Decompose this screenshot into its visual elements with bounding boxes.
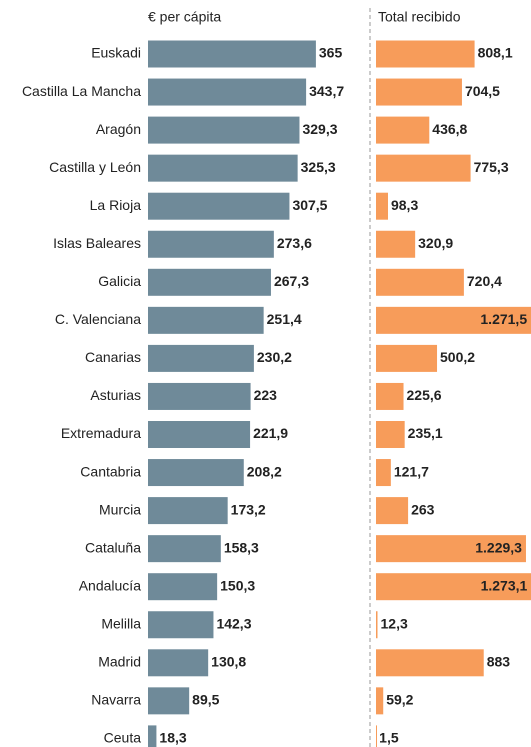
bar bbox=[376, 382, 404, 410]
bar bbox=[376, 687, 384, 715]
value-label: 307,5 bbox=[292, 197, 327, 213]
bar bbox=[376, 725, 377, 747]
bar bbox=[376, 154, 471, 182]
category-label: Euskadi bbox=[91, 45, 141, 61]
bar bbox=[148, 459, 244, 487]
value-label: 150,3 bbox=[220, 577, 255, 593]
bar bbox=[148, 154, 298, 182]
value-label: 325,3 bbox=[301, 159, 336, 175]
bar bbox=[376, 306, 531, 334]
category-label: Aragón bbox=[96, 121, 141, 137]
value-label: 1.229,3 bbox=[475, 539, 522, 555]
value-label: 883 bbox=[487, 654, 511, 670]
category-label: Ceuta bbox=[104, 730, 142, 746]
value-label: 273,6 bbox=[277, 235, 312, 251]
value-label: 121,7 bbox=[394, 463, 429, 479]
value-label: 1,5 bbox=[379, 730, 399, 746]
bar bbox=[148, 306, 264, 334]
bar bbox=[148, 40, 316, 68]
value-label: 704,5 bbox=[465, 83, 500, 99]
category-label: Murcia bbox=[99, 501, 141, 517]
value-label: 89,5 bbox=[192, 692, 219, 708]
bar bbox=[148, 421, 251, 448]
category-label: Cantabria bbox=[80, 463, 141, 479]
category-label: Castilla y León bbox=[49, 159, 141, 175]
bar bbox=[376, 40, 475, 68]
value-label: 98,3 bbox=[391, 197, 418, 213]
bar bbox=[148, 116, 300, 144]
value-label: 320,9 bbox=[418, 235, 453, 251]
bar bbox=[376, 535, 526, 563]
bar bbox=[376, 78, 462, 106]
value-label: 221,9 bbox=[253, 425, 288, 441]
series-header: Total recibido bbox=[378, 9, 461, 25]
value-label: 130,8 bbox=[211, 654, 246, 670]
value-label: 251,4 bbox=[267, 311, 302, 327]
value-label: 329,3 bbox=[302, 121, 337, 137]
bar bbox=[376, 459, 391, 487]
category-label: Islas Baleares bbox=[53, 235, 141, 251]
category-label: Galicia bbox=[98, 273, 141, 289]
value-label: 12,3 bbox=[381, 615, 408, 631]
bar bbox=[376, 268, 464, 296]
value-label: 230,2 bbox=[257, 349, 292, 365]
category-label: Melilla bbox=[101, 615, 141, 631]
bar bbox=[148, 725, 157, 747]
category-label: Cataluña bbox=[85, 539, 141, 555]
bar bbox=[148, 344, 254, 372]
value-label: 720,4 bbox=[467, 273, 502, 289]
category-label: Asturias bbox=[90, 387, 141, 403]
value-label: 436,8 bbox=[432, 121, 467, 137]
bar bbox=[376, 230, 416, 258]
bar bbox=[376, 573, 531, 601]
value-label: 267,3 bbox=[274, 273, 309, 289]
series-header: € per cápita bbox=[148, 9, 221, 25]
bar bbox=[148, 535, 221, 563]
category-label: Canarias bbox=[85, 349, 141, 365]
value-label: 225,6 bbox=[407, 387, 442, 403]
category-label: Castilla La Mancha bbox=[22, 83, 141, 99]
category-label: Madrid bbox=[98, 654, 141, 670]
value-label: 263 bbox=[411, 501, 435, 517]
bar bbox=[148, 78, 307, 106]
value-label: 808,1 bbox=[478, 45, 513, 61]
value-label: 365 bbox=[319, 45, 343, 61]
value-label: 1.273,1 bbox=[481, 577, 528, 593]
value-label: 1.271,5 bbox=[480, 311, 527, 327]
bar bbox=[148, 687, 190, 715]
bar bbox=[376, 649, 484, 677]
bar bbox=[148, 230, 274, 258]
category-label: C. Valenciana bbox=[55, 311, 141, 327]
bar bbox=[148, 382, 251, 410]
bar bbox=[148, 497, 228, 525]
bar bbox=[376, 421, 405, 448]
value-label: 235,1 bbox=[408, 425, 443, 441]
value-label: 343,7 bbox=[309, 83, 344, 99]
category-label: Andalucía bbox=[79, 577, 141, 593]
category-label: Extremadura bbox=[61, 425, 141, 441]
category-label: Navarra bbox=[91, 692, 141, 708]
value-label: 18,3 bbox=[159, 730, 186, 746]
bar bbox=[148, 611, 214, 639]
bar bbox=[376, 344, 438, 372]
value-label: 158,3 bbox=[224, 539, 259, 555]
value-label: 208,2 bbox=[247, 463, 282, 479]
bar bbox=[148, 649, 209, 677]
bar bbox=[148, 268, 271, 296]
bar bbox=[148, 192, 290, 220]
bar bbox=[376, 192, 388, 220]
bar bbox=[376, 116, 430, 144]
value-label: 173,2 bbox=[231, 501, 266, 517]
value-label: 59,2 bbox=[386, 692, 413, 708]
value-label: 223 bbox=[254, 387, 278, 403]
value-label: 500,2 bbox=[440, 349, 475, 365]
bar bbox=[376, 611, 378, 639]
bar bbox=[376, 497, 409, 525]
bar bbox=[148, 573, 218, 601]
category-label: La Rioja bbox=[90, 197, 142, 213]
value-label: 775,3 bbox=[474, 159, 509, 175]
value-label: 142,3 bbox=[216, 615, 251, 631]
